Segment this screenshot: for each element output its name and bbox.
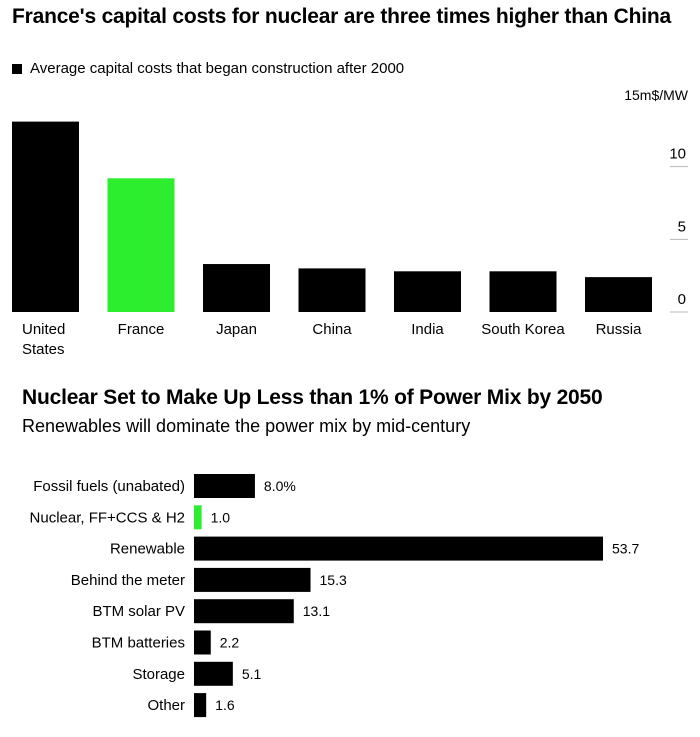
value-label-nuclear-ff-ccs-h2: 1.0 — [211, 509, 231, 525]
bar-china — [298, 268, 366, 312]
power-mix-bar-chart: Fossil fuels (unabated) 8.0% Nuclear, FF+C… — [30, 474, 639, 718]
category-label-btm-solar-pv: BTM solar PV — [92, 603, 185, 620]
y-tick-label: 5 — [678, 218, 686, 235]
bar-france — [107, 178, 175, 312]
y-tick-label: 0 — [678, 291, 686, 308]
category-label-storage: Storage — [132, 666, 185, 683]
y-unit-label: 15m$/MW — [624, 87, 689, 103]
bar-india — [394, 271, 461, 312]
hbar-storage — [194, 661, 233, 686]
x-tick-label-france: France — [118, 321, 165, 338]
bar-united-states — [12, 121, 79, 312]
category-label-behind-the-meter: Behind the meter — [71, 572, 185, 589]
x-tick-label-india: India — [411, 321, 444, 338]
value-label-behind-the-meter: 15.3 — [320, 572, 347, 588]
hbar-btm-solar-pv — [194, 599, 294, 624]
legend-label: Average capital costs that began constru… — [30, 60, 405, 77]
chart2-subtitle: Renewables will dominate the power mix b… — [22, 416, 471, 436]
x-tick-label-russia: Russia — [596, 321, 643, 338]
x-tick-label-china: China — [312, 321, 352, 338]
chart2-title: Nuclear Set to Make Up Less than 1% of P… — [22, 386, 603, 409]
bar-south-korea — [489, 271, 557, 312]
bar-russia — [585, 277, 652, 312]
y-tick-label: 10 — [669, 146, 686, 163]
value-label-renewable: 53.7 — [612, 541, 639, 557]
capital-cost-bar-chart: 15m$/MW 0 5 10 United States France Japan China I… — [12, 87, 689, 358]
x-tick-label-south-korea: South Korea — [481, 321, 565, 338]
x-tick-label-japan: Japan — [216, 321, 257, 338]
value-label-btm-solar-pv: 13.1 — [303, 603, 330, 619]
chart1-legend: Average capital costs that began constru… — [12, 60, 404, 77]
hbar-btm-batteries — [194, 630, 211, 655]
category-label-renewable: Renewable — [110, 541, 185, 558]
hbar-nuclear-ff-ccs-h2 — [194, 505, 202, 530]
hbar-fossil-fuels-unabated — [194, 474, 255, 498]
category-label-fossil-fuels-unabated: Fossil fuels (unabated) — [33, 478, 185, 495]
category-label-btm-batteries: BTM batteries — [92, 635, 185, 652]
legend-swatch — [12, 63, 22, 74]
value-label-btm-batteries: 2.2 — [220, 635, 240, 651]
value-label-storage: 5.1 — [242, 666, 262, 682]
chart1-title: France's capital costs for nuclear are t… — [12, 5, 671, 28]
value-label-fossil-fuels-unabated: 8.0% — [264, 478, 296, 494]
bar-japan — [203, 264, 270, 312]
x-tick-label-united-states: United — [22, 321, 65, 338]
hbar-other — [194, 693, 207, 718]
value-label-other: 1.6 — [215, 697, 235, 713]
hbar-behind-the-meter — [194, 567, 311, 592]
category-label-nuclear-ff-ccs-h2: Nuclear, FF+CCS & H2 — [30, 509, 185, 526]
hbar-renewable — [194, 536, 603, 561]
category-label-other: Other — [147, 697, 185, 714]
x-tick-label-united-states-line2: States — [22, 341, 65, 358]
